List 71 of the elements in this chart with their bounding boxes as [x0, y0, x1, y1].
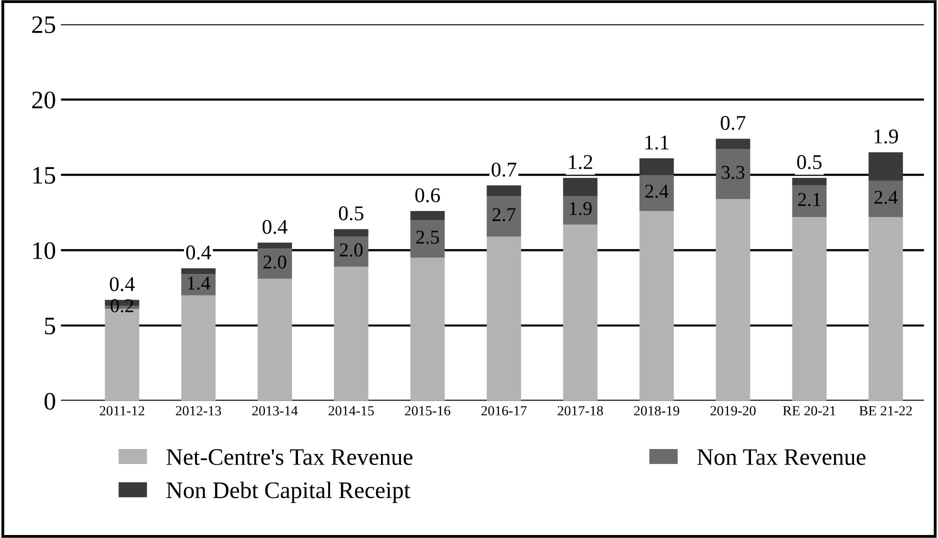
data-label: 2.4	[874, 190, 898, 204]
data-label: 2.5	[416, 230, 439, 244]
legend-label: Non Tax Revenue	[697, 449, 866, 466]
x-tick-label: 2013-14	[252, 406, 298, 416]
x-tick-label: 2017-18	[558, 406, 603, 416]
legend-label: Net-Centre's Tax Revenue	[166, 449, 412, 466]
bar	[792, 217, 827, 401]
bar	[716, 138, 750, 150]
data-label: 1.1	[645, 136, 668, 150]
bar	[181, 274, 216, 296]
data-label: 0.4	[110, 277, 135, 292]
bar	[486, 185, 522, 196]
y-tick-label: 10	[33, 242, 56, 260]
y-tick-label: 15	[33, 167, 56, 184]
bar	[486, 236, 522, 401]
x-tick-label: 2019-20	[710, 406, 756, 416]
data-label: 2.4	[645, 184, 668, 198]
bar	[334, 236, 368, 267]
x-tick-label: 2012-13	[176, 406, 222, 416]
data-label: 0.7	[720, 116, 746, 130]
data-label: 0.7	[492, 162, 516, 177]
data-label: 1.9	[570, 202, 592, 216]
bar	[868, 217, 903, 401]
x-tick-label: 2018-19	[634, 406, 680, 416]
bar	[563, 196, 598, 225]
y-tick-label: 0	[44, 392, 56, 410]
bar	[792, 178, 827, 186]
bar	[334, 229, 368, 237]
data-label: 0.5	[338, 206, 364, 220]
bar	[639, 211, 674, 401]
bar	[868, 180, 903, 218]
bar	[868, 152, 903, 181]
data-label: 2.1	[798, 193, 820, 206]
bar	[181, 295, 216, 401]
bar	[258, 242, 292, 249]
y-tick-label: 20	[32, 92, 56, 108]
x-tick-label: 2016-17	[481, 406, 527, 416]
data-label: 1.9	[874, 130, 898, 144]
bar	[639, 158, 674, 175]
bar	[410, 211, 445, 220]
data-label: 1.2	[569, 155, 592, 170]
bar	[410, 258, 445, 401]
x-tick-label: 2015-16	[405, 406, 450, 416]
data-label: 0.4	[262, 220, 288, 234]
x-tick-label: 2011-12	[100, 406, 144, 416]
bar	[563, 178, 598, 196]
bar	[258, 278, 292, 401]
data-label: 0.4	[186, 245, 212, 260]
bar	[334, 266, 368, 401]
y-tick-label: 25	[32, 16, 56, 34]
data-label: 0.6	[415, 188, 440, 202]
y-tick-label: 5	[45, 318, 56, 334]
bar	[181, 268, 216, 274]
bar	[486, 196, 522, 237]
data-label: 1.4	[188, 276, 210, 290]
bar	[563, 224, 598, 401]
data-label: 2.0	[340, 243, 363, 257]
x-tick-label: BE 21-22	[859, 406, 912, 416]
bar	[410, 220, 445, 258]
bar	[258, 248, 292, 279]
bar	[792, 185, 827, 218]
x-tick-label: RE 20-21	[782, 406, 836, 416]
x-tick-label: 2014-15	[328, 406, 374, 416]
bar	[716, 198, 750, 401]
bar	[716, 149, 750, 199]
legend-label: Non Debt Capital Receipt	[166, 482, 410, 504]
data-label: 2.0	[264, 255, 286, 269]
bar	[639, 174, 674, 212]
data-label: 2.7	[492, 208, 516, 222]
data-label: 0.5	[797, 155, 822, 170]
data-label: 3.3	[722, 166, 744, 180]
